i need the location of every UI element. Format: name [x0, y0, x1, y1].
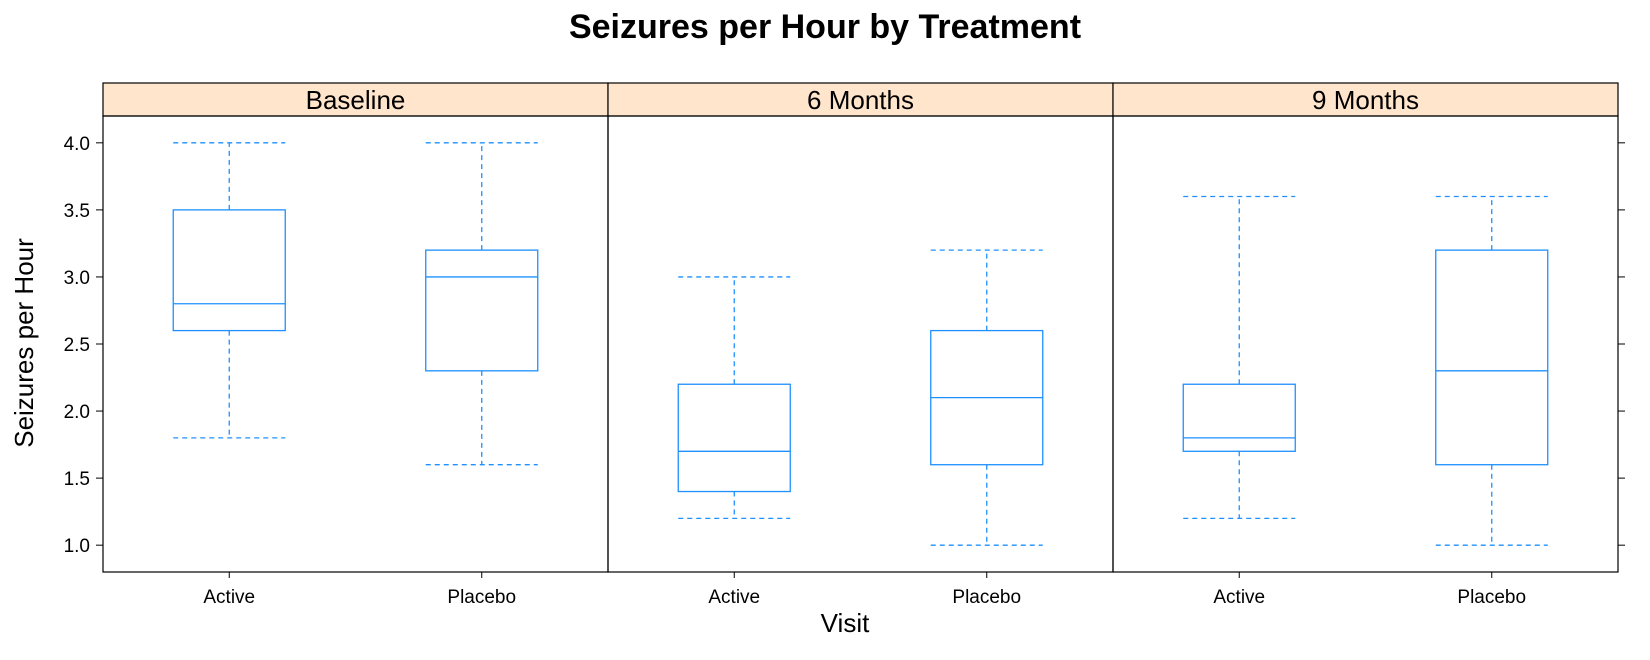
panel-2: 9 Months Active Placebo — [1112, 82, 1619, 608]
y-tick-label: 4.0 — [64, 134, 90, 155]
panel-strip-label: 6 Months — [807, 85, 914, 115]
y-tick-label: 1.5 — [64, 469, 90, 490]
panel-0: Baseline Active Placebo — [102, 82, 609, 608]
x-tick-label: Placebo — [952, 587, 1021, 608]
x-tick-label: Placebo — [447, 587, 516, 608]
y-axis: 1.0 1.5 2.0 2.5 3.0 3.5 4.0 — [64, 134, 1625, 557]
y-tick-label: 2.5 — [64, 335, 90, 356]
y-axis-label: Seizures per Hour — [9, 238, 39, 448]
box-placebo: Placebo — [1435, 195, 1549, 608]
x-tick-label: Active — [203, 587, 255, 608]
box-iqr — [1182, 383, 1296, 452]
box-active: Active — [677, 276, 791, 608]
panel-strip-label: 9 Months — [1312, 85, 1419, 115]
box-iqr — [1435, 249, 1549, 466]
panel-strip — [1112, 82, 1619, 117]
y-tick-label: 1.0 — [64, 536, 90, 557]
box-iqr — [425, 249, 539, 372]
x-axis-label: Visit — [821, 608, 870, 638]
y-tick-label: 2.0 — [64, 402, 90, 423]
panel-strip — [102, 82, 609, 117]
x-tick-label: Placebo — [1457, 587, 1526, 608]
y-tick-label: 3.5 — [64, 201, 90, 222]
x-tick-label: Active — [1213, 587, 1265, 608]
box-iqr — [677, 383, 791, 493]
box-placebo: Placebo — [425, 142, 539, 608]
chart-title: Seizures per Hour by Treatment — [569, 8, 1081, 46]
panel-strip-label: Baseline — [306, 85, 406, 115]
box-active: Active — [172, 142, 286, 608]
panels: Baseline Active Placebo 6 Months Active Place… — [102, 82, 1619, 608]
panel-1: 6 Months Active Placebo — [607, 82, 1114, 608]
box-placebo: Placebo — [930, 249, 1044, 608]
x-tick-label: Active — [708, 587, 760, 608]
box-active: Active — [1182, 195, 1296, 608]
y-tick-label: 3.0 — [64, 268, 90, 289]
box-iqr — [172, 209, 286, 332]
